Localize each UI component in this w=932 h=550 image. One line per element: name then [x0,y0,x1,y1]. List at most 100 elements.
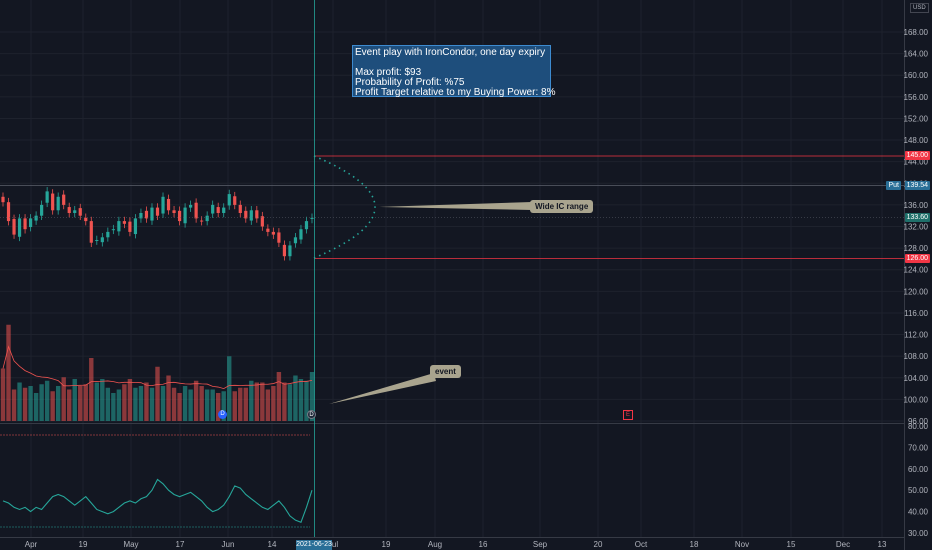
candle-body [249,210,253,221]
price-tick-label: 164.00 [904,50,929,59]
volume-bar [171,387,177,421]
volume-bar [265,389,271,421]
time-tick-label: 20 [594,540,603,549]
volume-bar [149,387,155,421]
price-tick-label: 136.00 [904,201,929,210]
time-tick-label: 18 [690,540,699,549]
candle-body [89,221,93,243]
candle-body [28,218,33,228]
volume-bar [182,386,188,421]
volume-bar [243,387,248,421]
candle-body [211,204,215,214]
indicator-tick-label: 60.00 [908,465,929,474]
crosshair-date-badge: 2021-06-23 [296,540,332,550]
volume-bar [271,386,276,421]
volume-bar [116,389,122,421]
volume-bar [122,384,127,421]
callout-wide-ic-range[interactable]: Wide IC range [530,200,594,213]
volume-bar [83,384,88,421]
volume-bar [227,356,232,421]
time-tick-label: 16 [479,540,488,549]
volume-bar [72,379,77,421]
candle-body [293,237,298,244]
indicator-tick-label: 30.00 [908,529,929,538]
volume-bar [232,391,237,421]
candle-body [95,240,99,242]
volume-bar [298,379,304,421]
volume-bar [309,372,315,421]
callout-event-pointer [329,373,436,404]
callout-event[interactable]: event [430,365,461,378]
candle-body [117,221,121,232]
price-tick-label: 108.00 [904,352,929,361]
time-tick-label: Oct [635,540,648,549]
volume-bar [188,389,193,421]
volume-bar [111,393,116,421]
volume-bar [17,382,22,421]
candle-body [177,210,182,222]
time-tick-label: Sep [533,540,548,549]
price-axis[interactable]: 168.00 164.00 160.00 156.00 152.00 148.00 144.… [904,28,929,426]
price-tag-put-label: Put [886,181,901,190]
candle-body [183,207,187,224]
volume-bar [160,386,166,421]
indicator-tick-label: 70.00 [908,443,929,452]
volume-bar [166,375,171,421]
volume-bar [138,386,144,421]
time-tick-label: 17 [176,540,185,549]
indicator-axis[interactable]: 80.00 70.00 60.00 50.00 40.00 30.00 [908,422,929,538]
volume-bar [50,391,55,421]
currency-label[interactable]: USD [910,3,929,13]
price-tick-label: 144.00 [904,158,929,167]
indicator-tick-label: 40.00 [908,508,929,517]
volume-bar [127,379,133,421]
info-text-box[interactable]: Event play with IronCondor, one day expi… [352,45,555,98]
candle-body [12,218,16,235]
time-tick-label: Apr [25,540,38,549]
candle-body [1,196,5,203]
candle-body [310,217,314,219]
volume-bar [249,380,254,421]
time-tick-label: 19 [79,540,88,549]
volume-bar [105,387,111,421]
candle-body [166,198,171,211]
volume-bar [204,389,210,421]
candle-body [205,215,209,222]
volume-bar [89,358,94,421]
candle-body [111,229,115,231]
volume-bar [33,393,39,421]
candle-body [244,210,248,219]
volume-bar [155,366,160,421]
volume-bar [100,379,105,421]
price-tick-label: 112.00 [904,331,928,340]
dividend-event-marker[interactable]: D [218,410,227,419]
volume-bars [0,324,315,421]
time-axis[interactable]: Apr 19 May 17 Jun 14 Jul 19 Aug 16 Sep 20 Oct 18 Nov 15… [25,540,887,549]
volume-bar [304,380,309,421]
time-tick-label: Dec [836,540,850,549]
volume-bar [293,375,298,421]
candle-body [189,204,193,208]
price-tick-label: 168.00 [904,28,929,37]
volume-bar [254,382,260,421]
candle-body [172,210,176,213]
time-tick-label: May [123,540,138,549]
earnings-event-marker[interactable]: E [623,410,633,420]
candle-body [100,237,104,243]
candle-body [128,221,132,232]
candle-body [56,196,60,211]
candle-body [40,204,44,216]
volume-bar [28,386,33,421]
time-tick-label: Aug [428,540,442,549]
volume-bar [260,382,265,421]
dividend-event-marker-2[interactable]: D [307,410,316,419]
price-tick-label: 152.00 [904,114,929,123]
candle-body [304,221,309,230]
expected-move-arc[interactable] [313,155,376,259]
candle-body [216,207,220,213]
price-tick-label: 120.00 [904,287,929,296]
info-title: Event play with IronCondor, one day expi… [355,47,546,58]
volume-bar [61,377,66,421]
volume-bar [193,380,199,421]
